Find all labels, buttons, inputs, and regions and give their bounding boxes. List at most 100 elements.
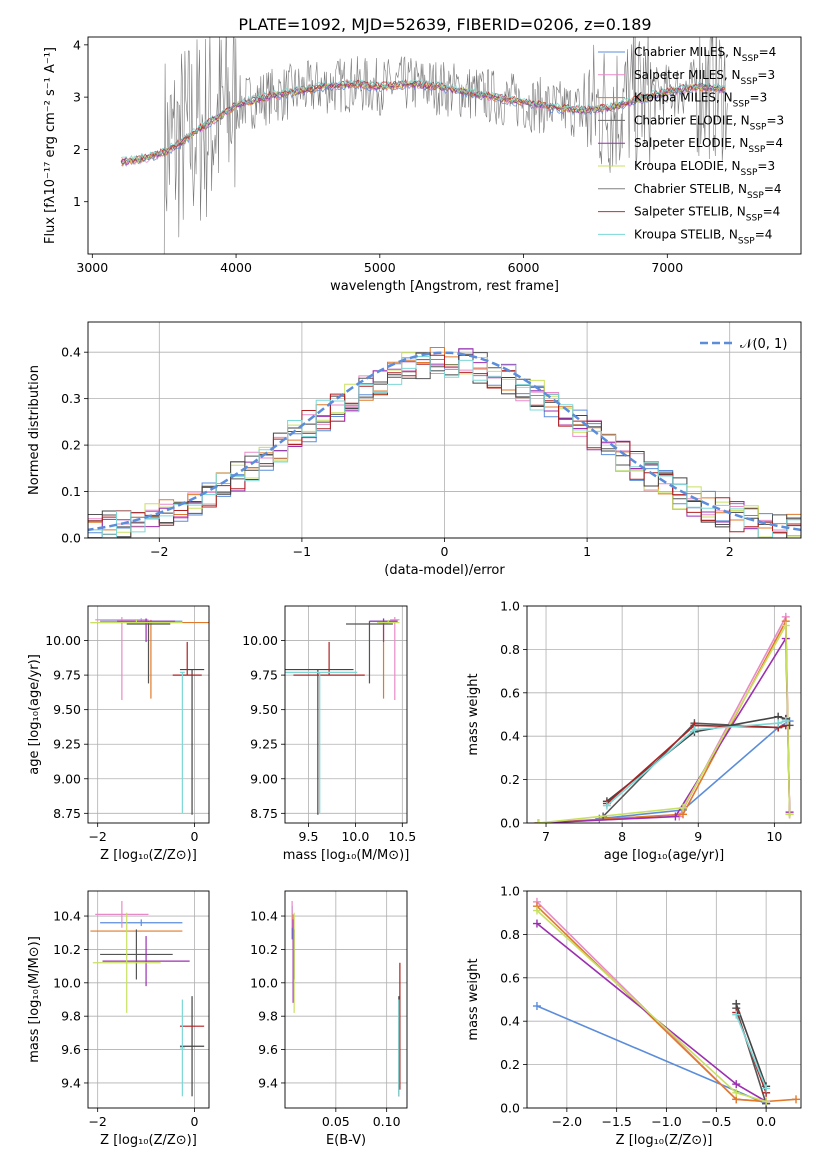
axes-frame [526,605,802,824]
legend-label-subscript: SSP [742,54,759,64]
legend-label-tail: =3 [766,113,784,127]
y-tick-label: 9.00 [53,771,81,786]
legend-label: 𝒩(0, 1) [740,337,787,352]
y-tick-label: 0.4 [61,345,81,360]
legend-entry: Chabrier MILES, NSSP=4 [634,45,776,64]
chart-age_vs_Z: −2 0 8.75 9.00 9.25 9.50 9.75 10.00 Z [log₁₀(Z/Z… [27,605,210,863]
legend-label: Kroupa STELIB, N [634,227,738,241]
y-axis-label: mass weight [466,958,481,1040]
y-tick-label: 9.6 [61,1042,81,1057]
series-marker [532,906,541,915]
legend-label-subscript: SSP [741,168,758,178]
series-marker [732,1088,741,1097]
y-axis-label: mass [log₁₀(M/M⊙)] [27,936,42,1063]
y-tick-label: 0.2 [500,772,520,787]
model-line [120,79,726,164]
y-tick-label: 9.25 [53,737,81,752]
x-tick-label: −1 [293,544,311,559]
x-axis-label: mass [log₁₀(M/M⊙)] [283,848,410,863]
data-point [179,671,185,814]
series-marker [781,621,790,630]
y-axis-label: age [log₁₀(age/yr)] [27,654,42,775]
x-tick-label: −0.5 [701,1114,731,1129]
y-tick-label: 8.75 [250,806,278,821]
x-tick-label: 0.05 [322,1114,350,1129]
y-tick-label: 0.0 [500,816,520,831]
data-point [95,901,149,928]
weight-series [606,724,787,805]
plot-area [532,897,801,1108]
y-tick-label: 0.8 [500,642,520,657]
y-tick-label: 9.4 [258,1075,278,1090]
x-tick-label: 8 [618,829,626,844]
weight-series [538,613,791,823]
y-tick-label: 4 [73,37,81,52]
y-axis-label: mass weight [466,673,481,755]
normal-curve [88,351,801,532]
data-point [90,619,209,699]
legend-label: Kroupa ELODIE, N [634,159,741,173]
y-tick-label: 0.1 [61,484,81,499]
plot-area [90,617,209,815]
data-point [390,617,400,700]
series-marker [532,919,541,928]
weight-series [536,901,767,1103]
weight-series [606,720,787,807]
weight-series [599,720,790,820]
chart-mass_vs_EBV: 0.05 0.10 9.4 9.6 9.8 10.0 10.2 10.4 E(B-V) [250,890,408,1148]
legend-label: Salpeter STELIB, N [634,205,746,219]
chart-weight_vs_Z: −2.0 −1.5 −1.0 −0.5 0.0 0.0 0.2 0.4 0.6 0.8 1.0 Z [… [466,884,802,1148]
y-tick-label: 9.6 [258,1042,278,1057]
data-point [100,929,173,980]
x-tick-label: −2 [88,829,106,844]
chart-mass_vs_Z: −2 0 9.4 9.6 9.8 10.0 10.2 10.4 Z [log₁₀(Z/Z⊙)] m… [27,890,210,1148]
x-axis-label: wavelength [Angstrom, rest frame] [330,279,559,294]
series-marker [679,803,688,812]
legend-label-tail: =3 [750,91,768,105]
model-line [120,78,726,163]
x-axis-label: Z [log₁₀(Z/Z⊙)] [100,848,197,863]
legend-label-subscript: SSP [750,122,767,132]
data-point [285,668,354,815]
x-axis-label: E(B-V) [326,1133,366,1148]
plot-area [90,901,205,1097]
x-tick-label: −2.0 [552,1114,582,1129]
data-point [100,919,183,927]
y-tick-label: 9.4 [61,1075,81,1090]
y-tick-label: 10.00 [45,633,81,648]
x-tick-label: 2 [726,544,734,559]
y-tick-label: 9.00 [250,771,278,786]
series-marker [774,719,783,728]
data-point [179,999,185,1097]
legend-entry: Kroupa ELODIE, NSSP=3 [634,159,775,178]
data-point [95,617,149,700]
y-tick-label: 9.75 [53,668,81,683]
x-tick-label: 4000 [220,260,252,275]
y-tick-label: 0.6 [500,685,520,700]
weight-series [735,1003,767,1087]
legend-label-subscript: SSP [741,77,758,87]
x-tick-label: 0 [191,829,199,844]
legend-label-subscript: SSP [747,191,764,201]
plot-area [285,617,400,815]
y-tick-label: 9.75 [250,668,278,683]
x-axis-label: Z [log₁₀(Z/Z⊙)] [100,1133,197,1148]
plot-area [534,612,794,823]
y-tick-label: 3 [73,90,81,105]
y-tick-label: 10.0 [53,975,81,990]
x-tick-label: 1 [583,544,591,559]
y-tick-label: 10.2 [250,942,278,957]
weight-series [602,722,790,818]
data-point [369,618,398,642]
x-tick-label: 0.10 [373,1114,401,1129]
legend-entry: Salpeter STELIB, NSSP=4 [634,205,780,224]
axes-frame [87,890,210,1109]
legend-label-subscript: SSP [746,214,763,224]
y-tick-label: 0.6 [500,970,520,985]
x-tick-label: 0.0 [756,1114,776,1129]
legend-label-tail: =4 [764,182,782,196]
y-tick-label: 0.0 [500,1101,520,1116]
legend-label-tail: =4 [755,227,773,241]
x-tick-label: 10.5 [388,829,416,844]
